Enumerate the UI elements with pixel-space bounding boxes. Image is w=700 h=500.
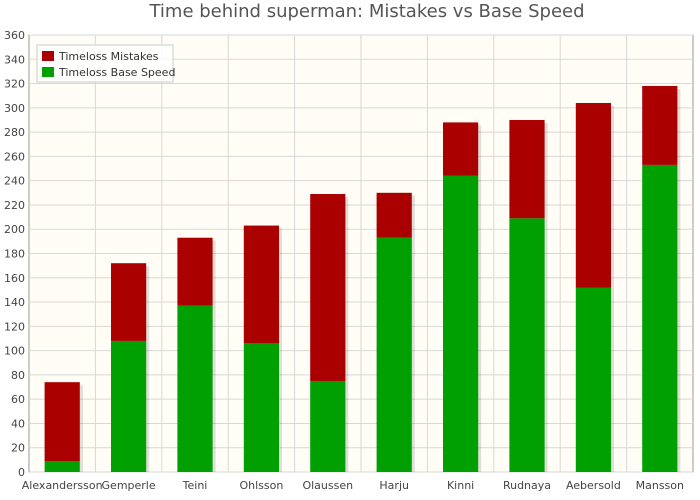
y-tick-label: 40 <box>11 417 25 430</box>
bar-timeloss-base-speed <box>443 175 479 473</box>
y-tick-label: 300 <box>4 102 25 115</box>
y-tick-label: 280 <box>4 126 25 139</box>
y-tick-label: 180 <box>4 248 25 261</box>
bar-timeloss-mistakes <box>111 263 147 341</box>
x-tick-label: Rudnaya <box>503 479 551 492</box>
y-tick-label: 260 <box>4 150 25 163</box>
x-tick-label: Gemperle <box>102 479 156 492</box>
legend-label: Timeloss Base Speed <box>58 66 175 79</box>
bar-timeloss-mistakes <box>575 102 611 288</box>
bar-timeloss-mistakes <box>310 194 346 381</box>
y-tick-label: 0 <box>18 466 25 479</box>
bar-timeloss-base-speed <box>376 237 412 472</box>
x-tick-label: Aebersold <box>566 479 621 492</box>
bar-timeloss-base-speed <box>111 340 147 472</box>
x-tick-label: Harju <box>379 479 409 492</box>
x-tick-label: Kinni <box>447 479 474 492</box>
legend-box <box>36 44 174 83</box>
bar-timeloss-mistakes <box>509 119 545 219</box>
bar-timeloss-mistakes <box>642 85 678 165</box>
bar-timeloss-base-speed <box>642 164 678 472</box>
y-tick-label: 160 <box>4 272 25 285</box>
y-tick-label: 240 <box>4 175 25 188</box>
y-tick-label: 100 <box>4 345 25 358</box>
legend-label: Timeloss Mistakes <box>58 50 159 63</box>
x-tick-label: Mansson <box>636 479 684 492</box>
x-tick-label: Ohlsson <box>239 479 283 492</box>
bar-timeloss-mistakes <box>243 225 279 344</box>
bar-timeloss-base-speed <box>575 287 611 472</box>
bars <box>44 85 681 473</box>
bar-timeloss-base-speed <box>243 343 279 472</box>
legend-swatch <box>42 67 54 77</box>
x-tick-label: Olaussen <box>302 479 353 492</box>
y-axis-ticks: 0 20 40 60 80 100 120 140 160 180 200 220 240 260 280 3… <box>4 29 25 479</box>
y-tick-label: 200 <box>4 223 25 236</box>
y-tick-label: 360 <box>4 29 25 42</box>
legend-swatch <box>42 51 54 61</box>
bar-timeloss-base-speed <box>310 380 346 472</box>
y-tick-label: 220 <box>4 199 25 212</box>
y-tick-label: 320 <box>4 78 25 91</box>
y-tick-label: 340 <box>4 53 25 66</box>
bar-timeloss-mistakes <box>443 122 479 176</box>
y-tick-label: 120 <box>4 320 25 333</box>
chart-title: Time behind superman: Mistakes vs Base S… <box>148 1 584 22</box>
x-tick-label: Alexandersson <box>22 479 103 492</box>
bar-timeloss-base-speed <box>509 218 545 472</box>
y-tick-label: 140 <box>4 296 25 309</box>
bar-timeloss-mistakes <box>376 192 412 238</box>
x-tick-label: Teini <box>182 479 208 492</box>
bar-timeloss-base-speed <box>177 305 213 472</box>
bar-timeloss-mistakes <box>44 382 80 462</box>
bar-timeloss-base-speed <box>44 461 80 472</box>
y-tick-label: 60 <box>11 393 25 406</box>
legend: Timeloss Mistakes Timeloss Base Speed <box>36 44 175 83</box>
y-tick-label: 20 <box>11 442 25 455</box>
bar-timeloss-mistakes <box>177 237 213 306</box>
y-tick-label: 80 <box>11 369 25 382</box>
